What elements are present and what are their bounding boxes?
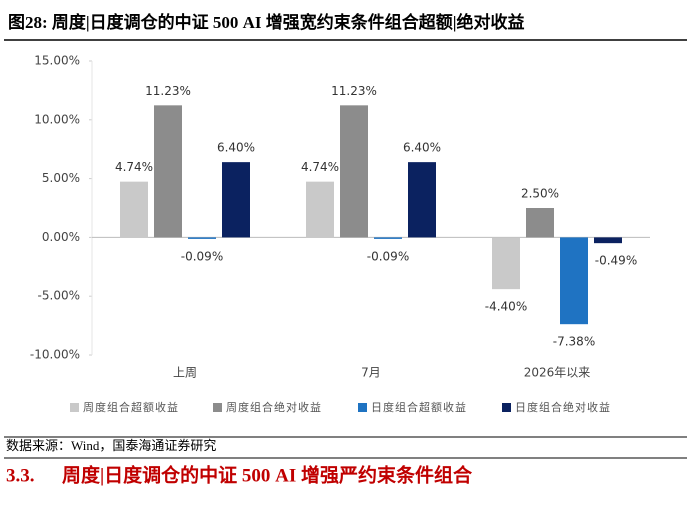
legend-label: 日度组合绝对收益 <box>515 400 611 414</box>
value-label: 11.23% <box>331 84 377 98</box>
bar <box>188 237 216 239</box>
legend-swatch <box>502 403 511 412</box>
value-label: 2.50% <box>521 187 559 201</box>
source: 数据来源：Wind，国泰海通证券研究 <box>6 438 216 453</box>
bar <box>526 208 554 238</box>
bar <box>374 237 402 239</box>
bar <box>154 105 182 238</box>
bar <box>408 162 436 238</box>
bar <box>306 181 334 238</box>
x-tick-label: 7月 <box>361 366 381 380</box>
y-tick-label: 15.00% <box>34 54 80 68</box>
y-tick-label: -5.00% <box>38 289 80 303</box>
value-label: -0.09% <box>181 249 223 263</box>
value-label: -4.40% <box>485 300 527 314</box>
bar <box>492 237 520 290</box>
value-label: 6.40% <box>217 141 255 155</box>
section-number: 3.3. <box>6 465 35 486</box>
legend-label: 周度组合绝对收益 <box>226 400 322 414</box>
value-label: 4.74% <box>301 160 339 174</box>
bar <box>222 162 250 238</box>
x-tick-label: 2026年以来 <box>524 366 591 380</box>
bar <box>594 237 622 244</box>
figure-title: 图28: 周度|日度调仓的中证 500 AI 增强宽约束条件组合超额|绝对收益 <box>8 12 525 32</box>
value-label: -0.09% <box>367 249 409 263</box>
y-tick-label: 0.00% <box>42 230 80 244</box>
x-tick-label: 上周 <box>173 366 197 380</box>
legend-swatch <box>70 403 79 412</box>
y-tick-label: -10.00% <box>30 348 80 362</box>
legend-swatch <box>358 403 367 412</box>
bar <box>340 105 368 238</box>
legend-label: 日度组合超额收益 <box>371 400 467 414</box>
legend-swatch <box>213 403 222 412</box>
legend-label: 周度组合超额收益 <box>83 400 179 414</box>
value-label: -0.49% <box>595 254 637 268</box>
section-title: 周度|日度调仓的中证 500 AI 增强严约束条件组合 <box>62 463 473 486</box>
y-tick-label: 10.00% <box>34 112 80 126</box>
bar <box>560 237 588 325</box>
y-tick-label: 5.00% <box>42 171 80 185</box>
value-label: 11.23% <box>145 84 191 98</box>
value-label: 4.74% <box>115 160 153 174</box>
value-label: -7.38% <box>553 335 595 349</box>
value-label: 6.40% <box>403 141 441 155</box>
bar <box>120 181 148 238</box>
